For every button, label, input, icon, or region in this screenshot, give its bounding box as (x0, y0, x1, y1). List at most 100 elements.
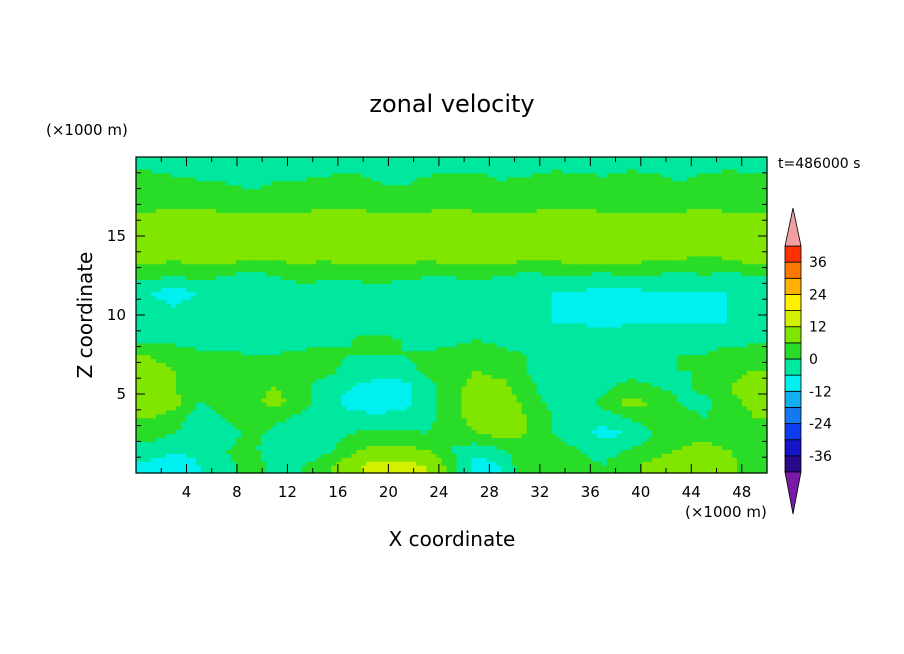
field-cell (411, 405, 418, 411)
field-cell (441, 417, 448, 423)
field-cell (681, 366, 688, 371)
field-cell (146, 346, 152, 352)
field-cell (726, 342, 733, 348)
field-cell (626, 409, 633, 415)
field-cell (596, 370, 603, 375)
field-cell (576, 445, 583, 450)
field-cell (311, 449, 317, 454)
field-cell (381, 461, 387, 466)
field-cell (661, 346, 668, 352)
field-cell (181, 417, 187, 423)
field-cell (216, 441, 222, 446)
field-cell (581, 445, 588, 450)
field-cell (711, 401, 718, 407)
field-cell (141, 429, 147, 435)
field-cell (246, 465, 252, 470)
field-cell (141, 378, 147, 383)
field-cell (546, 413, 553, 419)
field-cell (396, 374, 403, 379)
field-cell (731, 338, 738, 344)
field-cell (171, 449, 177, 454)
field-cell (696, 397, 703, 403)
field-cell (521, 469, 528, 474)
field-cell (351, 445, 357, 450)
field-cell (156, 386, 162, 391)
field-cell (246, 405, 252, 411)
field-cell (216, 405, 222, 411)
field-cell (756, 374, 763, 379)
field-cell (551, 334, 558, 340)
field-cell (686, 318, 693, 324)
field-cell (166, 433, 172, 439)
field-cell (446, 405, 453, 411)
field-cell (446, 390, 453, 395)
field-cell (141, 437, 147, 442)
field-cell (546, 322, 553, 328)
field-cell (221, 421, 227, 427)
field-cell (516, 421, 523, 427)
field-cell (501, 429, 508, 435)
field-cell (331, 449, 337, 454)
field-cell (246, 330, 252, 336)
field-cell (221, 429, 227, 435)
field-cell (401, 354, 408, 360)
field-cell (201, 326, 207, 332)
field-cell (171, 374, 177, 379)
field-cell (621, 465, 628, 470)
field-cell (596, 378, 603, 383)
field-cell (271, 457, 277, 462)
field-cell (191, 366, 197, 371)
field-cell (501, 433, 508, 439)
field-cell (291, 405, 297, 411)
field-cell (346, 330, 352, 336)
field-cell (291, 449, 297, 454)
field-cell (321, 334, 327, 340)
field-cell (726, 390, 733, 395)
field-cell (391, 461, 398, 466)
field-cell (421, 350, 428, 356)
field-cell (236, 409, 242, 415)
field-cell (251, 449, 257, 454)
field-cell (326, 318, 332, 324)
field-cell (266, 449, 272, 454)
field-cell (136, 441, 142, 446)
field-cell (351, 433, 357, 439)
field-cell (336, 390, 342, 395)
field-cell (646, 366, 653, 371)
field-cell (331, 366, 337, 371)
field-cell (601, 346, 608, 352)
field-cell (286, 394, 292, 399)
field-cell (471, 338, 478, 344)
field-cell (471, 449, 478, 454)
field-cell (196, 318, 202, 324)
field-cell (476, 461, 483, 466)
field-cell (181, 469, 187, 474)
field-cell (586, 362, 593, 367)
field-cell (531, 318, 538, 324)
field-cell (281, 378, 287, 383)
field-cell (471, 453, 478, 458)
field-cell (156, 425, 162, 431)
field-cell (491, 374, 498, 379)
field-cell (461, 326, 468, 332)
field-cell (501, 362, 508, 367)
field-cell (516, 429, 523, 435)
field-cell (351, 315, 357, 320)
field-cell (706, 338, 713, 344)
field-cell (641, 346, 648, 352)
field-cell (361, 315, 367, 320)
field-cell (516, 469, 523, 474)
field-cell (306, 457, 312, 462)
field-cell (356, 338, 362, 344)
field-cell (496, 437, 503, 442)
field-cell (741, 457, 748, 462)
field-cell (386, 366, 393, 371)
field-cell (591, 330, 598, 336)
field-cell (581, 358, 588, 363)
field-cell (561, 318, 568, 324)
field-cell (301, 421, 307, 427)
field-cell (721, 322, 728, 328)
field-cell (181, 425, 187, 431)
field-cell (561, 453, 568, 458)
field-cell (171, 425, 177, 431)
